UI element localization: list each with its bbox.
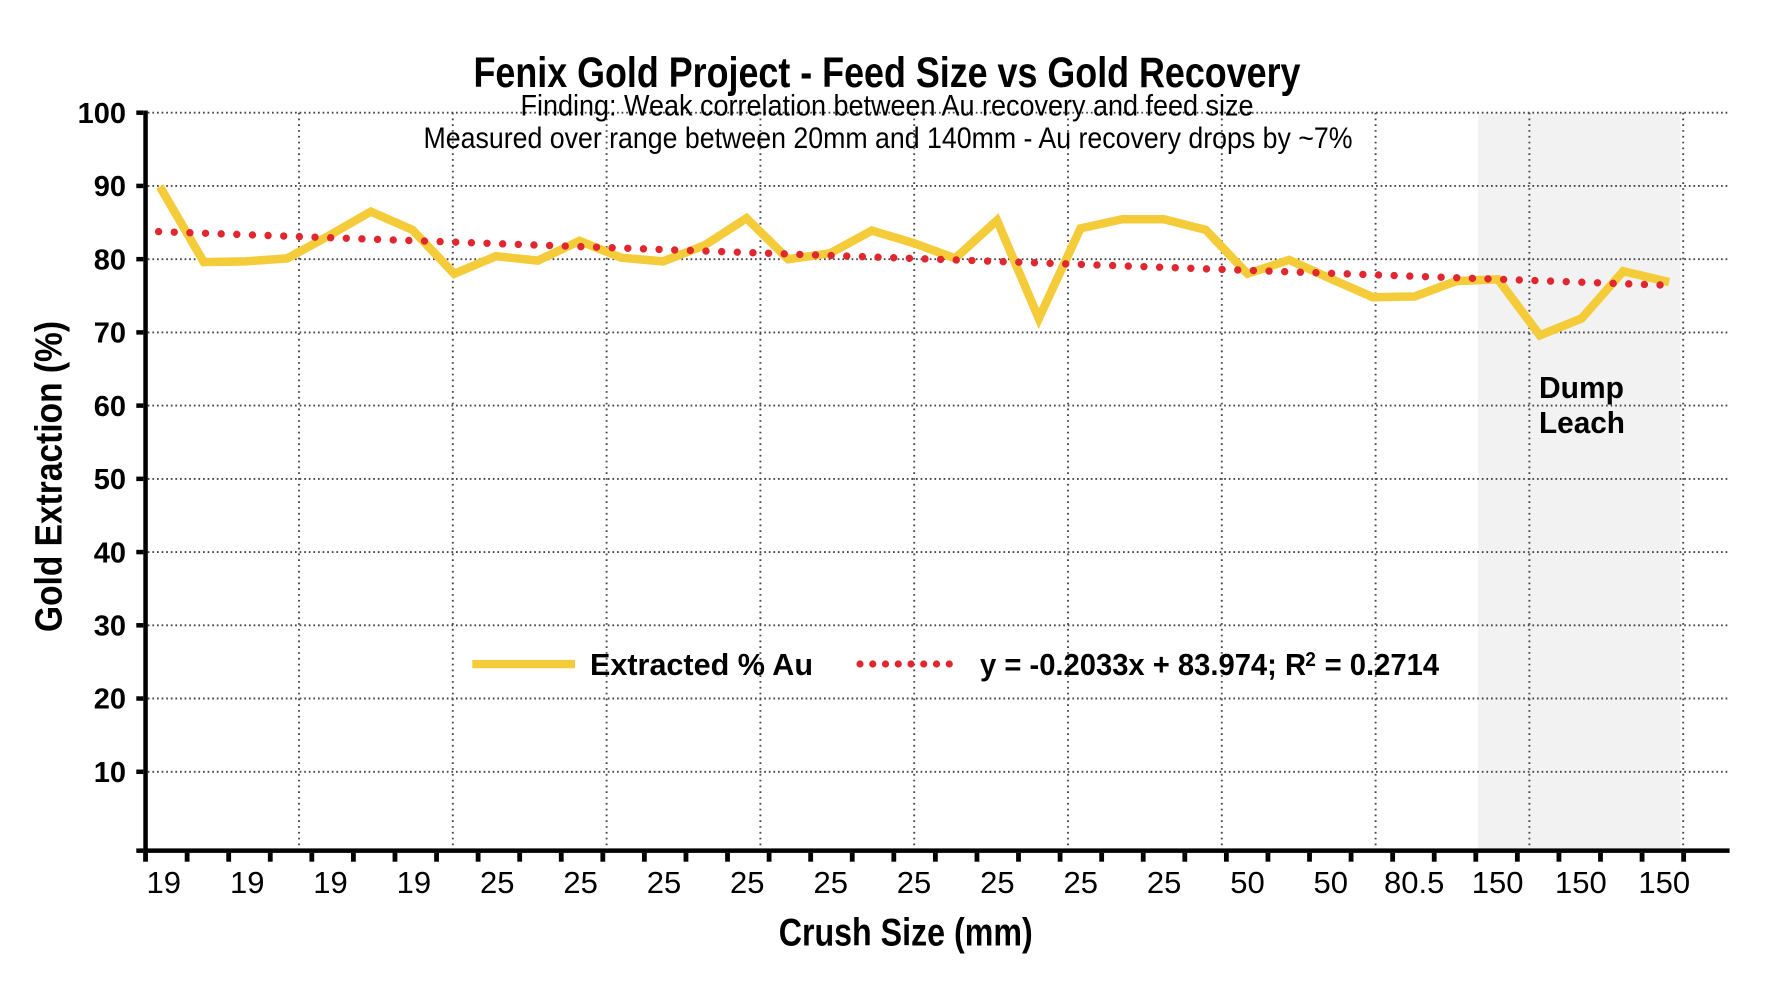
svg-text:50: 50 [1230,865,1264,900]
svg-text:Finding: Weak correlation betw: Finding: Weak correlation between Au rec… [521,90,1254,123]
svg-text:20: 20 [94,684,126,716]
svg-text:60: 60 [94,391,126,423]
svg-text:25: 25 [813,865,847,900]
svg-text:150: 150 [1638,865,1690,900]
svg-text:50: 50 [94,464,126,496]
svg-text:Dump: Dump [1539,370,1624,405]
svg-text:Gold Extraction (%): Gold Extraction (%) [29,321,71,632]
svg-text:25: 25 [647,865,681,900]
svg-text:Extracted % Au: Extracted % Au [590,647,813,682]
svg-text:19: 19 [147,865,181,900]
svg-text:90: 90 [94,171,126,203]
svg-text:Measured over range between 20: Measured over range between 20mm and 140… [424,122,1353,155]
svg-text:Crush Size (mm): Crush Size (mm) [779,912,1033,955]
svg-text:25: 25 [1147,865,1181,900]
svg-text:50: 50 [1314,865,1348,900]
svg-text:70: 70 [94,318,126,350]
svg-text:25: 25 [1064,865,1098,900]
svg-text:2: 2 [1305,648,1316,671]
svg-text:Leach: Leach [1539,405,1625,440]
svg-text:30: 30 [94,611,126,643]
svg-text:25: 25 [480,865,514,900]
svg-text:y = -0.2033x + 83.974; R: y = -0.2033x + 83.974; R [980,648,1306,682]
svg-text:80: 80 [94,244,126,276]
svg-text:80.5: 80.5 [1384,865,1444,900]
svg-text:19: 19 [230,865,264,900]
svg-text:100: 100 [78,98,126,130]
svg-text:10: 10 [94,757,126,789]
svg-text:19: 19 [313,865,347,900]
svg-text:Fenix Gold Project - Feed Size: Fenix Gold Project - Feed Size vs Gold R… [474,49,1301,97]
svg-text:= 0.2714: = 0.2714 [1325,648,1440,682]
svg-text:25: 25 [563,865,597,900]
svg-text:25: 25 [730,865,764,900]
svg-text:25: 25 [897,865,931,900]
svg-text:40: 40 [94,537,126,569]
svg-text:150: 150 [1555,865,1607,900]
svg-text:25: 25 [980,865,1014,900]
svg-text:19: 19 [397,865,431,900]
svg-text:150: 150 [1472,865,1524,900]
